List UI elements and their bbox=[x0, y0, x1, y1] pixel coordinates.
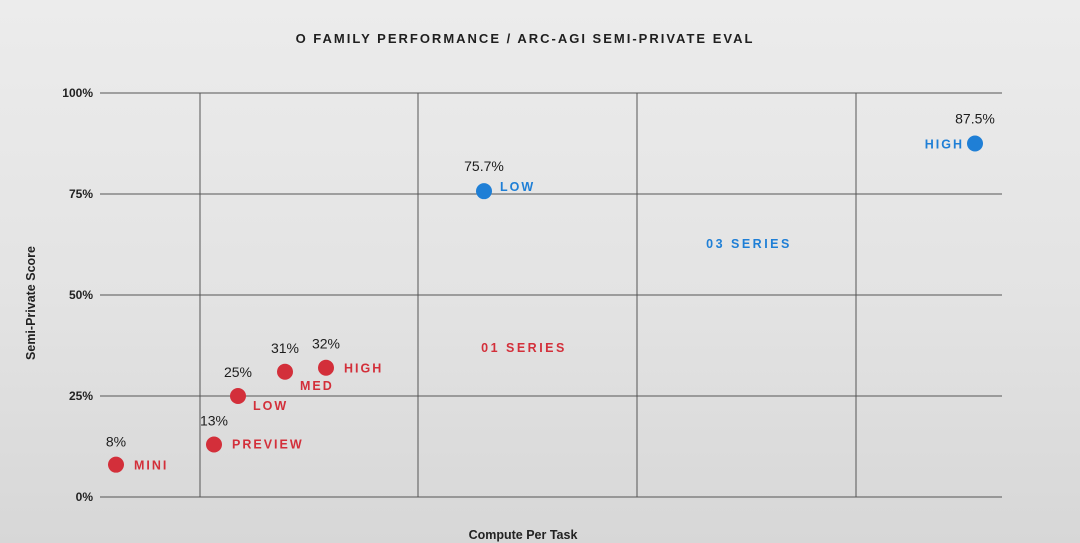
y-tick-label: 25% bbox=[69, 389, 93, 403]
data-point-label: LOW bbox=[500, 180, 535, 194]
data-value-label: 31% bbox=[271, 340, 299, 356]
series-label: 03 SERIES bbox=[706, 237, 792, 251]
data-value-label: 87.5% bbox=[955, 111, 995, 127]
data-value-label: 75.7% bbox=[464, 158, 504, 174]
data-point bbox=[476, 183, 492, 200]
data-value-label: 32% bbox=[312, 336, 340, 352]
data-point bbox=[230, 388, 246, 404]
y-axis-label: Semi-Private Score bbox=[24, 246, 38, 360]
data-point-label: MED bbox=[300, 379, 334, 393]
data-point-label: HIGH bbox=[925, 138, 964, 152]
data-point-label: LOW bbox=[253, 399, 288, 413]
data-value-label: 8% bbox=[106, 434, 126, 450]
data-value-label: 13% bbox=[200, 412, 228, 428]
data-point bbox=[967, 135, 983, 152]
data-point-label: HIGH bbox=[344, 362, 383, 376]
data-points: 8% MINI 13% PREVIEW 25% LOW 31% MED 32% HIGH 75.7%… bbox=[106, 111, 995, 473]
series-label: 01 SERIES bbox=[481, 341, 567, 355]
data-value-label: 25% bbox=[224, 364, 252, 380]
data-point bbox=[318, 359, 334, 376]
y-tick-label: 100% bbox=[62, 86, 93, 100]
y-tick-label: 50% bbox=[69, 288, 93, 302]
data-point-label: PREVIEW bbox=[232, 437, 304, 451]
data-point-label: MINI bbox=[134, 459, 168, 473]
y-tick-label: 75% bbox=[69, 187, 93, 201]
y-tick-labels: 0% 25% 50% 75% 100% bbox=[62, 86, 93, 504]
series-labels: 01 SERIES 03 SERIES bbox=[481, 237, 792, 355]
data-point bbox=[277, 363, 293, 380]
y-tick-label: 0% bbox=[76, 490, 94, 504]
grid-layer bbox=[100, 92, 1002, 498]
data-point bbox=[108, 456, 124, 473]
chart-title: O FAMILY PERFORMANCE / ARC-AGI SEMI-PRIV… bbox=[295, 31, 755, 46]
data-point bbox=[206, 436, 222, 453]
x-axis-label: Compute Per Task bbox=[469, 528, 578, 542]
